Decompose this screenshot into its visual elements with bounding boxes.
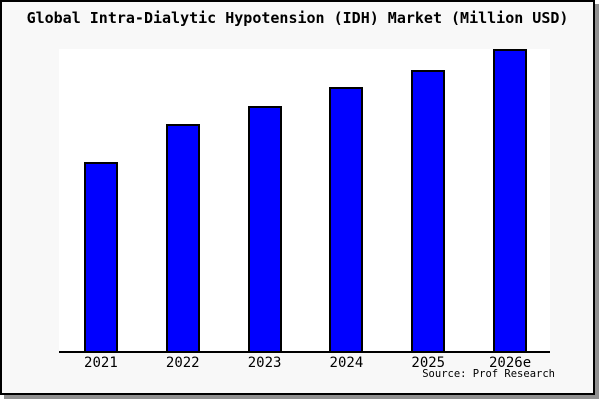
x-tick-label-2026e: 2026e <box>489 355 532 371</box>
bar-2021 <box>83 162 118 351</box>
bar-2022 <box>165 124 200 351</box>
source-credit: Source: Prof Research <box>422 368 555 380</box>
plot-area <box>59 49 550 353</box>
x-tick-label-2021: 2021 <box>84 355 118 371</box>
x-tick-label-2023: 2023 <box>247 355 282 371</box>
bar-2026e <box>493 49 528 351</box>
x-tick-label-2024: 2024 <box>329 355 364 371</box>
chart-title: Global Intra-Dialytic Hypotension (IDH) … <box>26 9 569 27</box>
x-axis-labels: 2021 2022 2023 2024 2025 2026e <box>59 355 550 371</box>
bar-2024 <box>329 87 364 351</box>
bar-2025 <box>411 70 446 351</box>
x-tick-label-2022: 2022 <box>165 355 200 371</box>
x-tick-label-2025: 2025 <box>411 355 446 371</box>
bar-2023 <box>247 106 282 351</box>
